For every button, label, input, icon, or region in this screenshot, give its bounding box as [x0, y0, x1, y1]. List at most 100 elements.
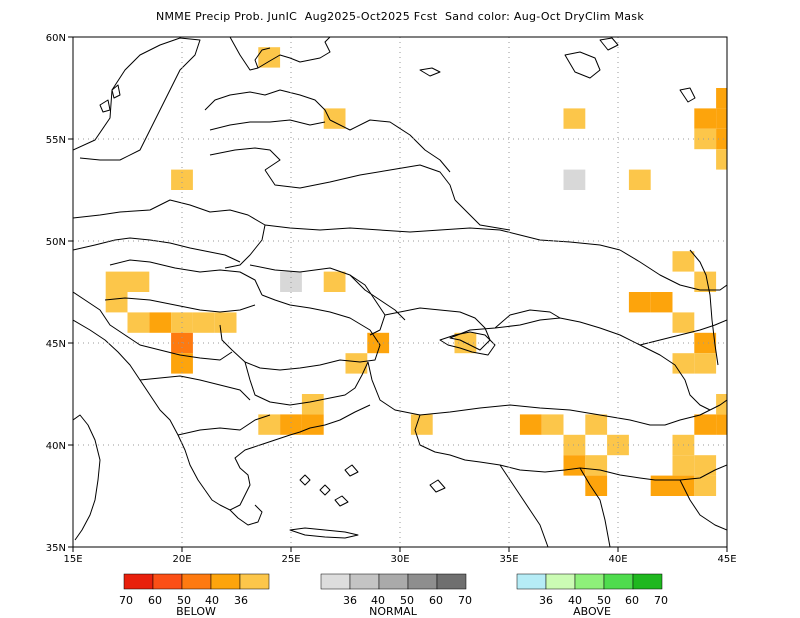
probability-cell	[694, 455, 717, 476]
legend-normal-tick: 36	[343, 594, 357, 607]
legend-above-tick: 70	[654, 594, 668, 607]
legend-below-tick: 60	[148, 594, 162, 607]
lon-label-15e: 15E	[63, 554, 82, 565]
legend-color-box	[436, 573, 467, 590]
legend-below-tick: 50	[177, 594, 191, 607]
lat-label-55n: 55N	[46, 135, 66, 146]
legend-normal-label: NORMAL	[369, 605, 418, 618]
legend-above-tick: 36	[539, 594, 553, 607]
probability-cell	[105, 292, 128, 313]
latitude-labels: 60N 55N 50N 45N 40N 35N	[46, 33, 66, 554]
probability-cell	[323, 271, 346, 292]
probability-cell	[280, 414, 302, 435]
legend-above: 36 40 50 60 70 ABOVE	[516, 573, 668, 618]
legend-color-box	[239, 573, 270, 590]
probability-cell	[672, 353, 695, 374]
graticule	[73, 37, 727, 547]
legend-normal-tick: 60	[429, 594, 443, 607]
legend-above-tick: 40	[568, 594, 582, 607]
probability-cells	[105, 47, 727, 496]
probability-cell	[258, 414, 281, 435]
probability-cell	[563, 169, 586, 190]
probability-cell	[280, 271, 302, 292]
probability-cell	[519, 414, 542, 435]
probability-cell	[585, 475, 608, 496]
legend-color-box	[574, 573, 605, 590]
probability-cell	[650, 292, 673, 313]
probability-cell	[171, 353, 193, 374]
probability-cell	[694, 475, 717, 496]
probability-cell	[585, 455, 608, 476]
probability-cell	[127, 312, 150, 333]
legend-color-box	[407, 573, 438, 590]
probability-cell	[410, 414, 433, 435]
longitude-labels: 15E 20E 25E 30E 35E 40E 45E	[63, 554, 736, 565]
probability-cell	[716, 88, 727, 109]
lon-label-45e: 45E	[717, 554, 736, 565]
probability-cell	[192, 312, 215, 333]
legend-below: 70 60 50 40 36 BELOW	[119, 573, 270, 618]
probability-cell	[563, 108, 586, 129]
legend-color-box	[320, 573, 351, 590]
probability-cell	[694, 128, 717, 150]
legend-normal-tick: 50	[400, 594, 414, 607]
probability-cell	[323, 108, 346, 129]
probability-cell	[345, 353, 368, 374]
legend-below-tick: 70	[119, 594, 133, 607]
probability-cell	[672, 455, 695, 476]
lon-label-25e: 25E	[281, 554, 300, 565]
legend-color-box	[632, 573, 663, 590]
legend-color-box	[152, 573, 183, 590]
legend-normal: 36 40 50 60 70 NORMAL	[320, 573, 472, 618]
probability-cell	[149, 312, 172, 333]
legend-below-label: BELOW	[176, 605, 216, 618]
probability-cell	[301, 414, 324, 435]
legend-color-box	[210, 573, 241, 590]
probability-cell	[672, 312, 695, 333]
legend-color-box	[516, 573, 547, 590]
probability-cell	[258, 47, 281, 68]
lat-label-60n: 60N	[46, 33, 66, 44]
legend-above-label: ABOVE	[573, 605, 611, 618]
lon-label-40e: 40E	[608, 554, 627, 565]
lon-label-20e: 20E	[172, 554, 191, 565]
probability-cell	[716, 149, 727, 170]
lon-label-35e: 35E	[499, 554, 518, 565]
probability-cell	[716, 128, 727, 150]
probability-cell	[563, 455, 586, 476]
chart-title: NMME Precip Prob. JunIC Aug2025-Oct2025 …	[155, 10, 644, 23]
probability-cell	[301, 394, 324, 415]
tick-marks	[68, 36, 728, 552]
probability-cell	[694, 414, 717, 435]
probability-cell	[541, 414, 564, 435]
probability-cell	[171, 169, 193, 190]
legend-color-box	[123, 573, 154, 590]
legend-color-box	[378, 573, 409, 590]
probability-cell	[650, 475, 673, 496]
probability-cell	[694, 108, 717, 129]
probability-cell	[628, 292, 651, 313]
legend-above-tick: 50	[597, 594, 611, 607]
lat-label-50n: 50N	[46, 237, 66, 248]
lon-label-30e: 30E	[390, 554, 409, 565]
lat-label-45n: 45N	[46, 339, 66, 350]
legend-below-tick: 36	[234, 594, 248, 607]
probability-cell	[563, 434, 586, 456]
lat-label-35n: 35N	[46, 543, 66, 554]
probability-cell	[127, 271, 150, 292]
legend-color-box	[603, 573, 634, 590]
probability-cell	[716, 414, 727, 435]
coastlines-borders	[73, 37, 727, 547]
legend-normal-tick: 70	[458, 594, 472, 607]
probability-cell	[672, 251, 695, 272]
lat-label-40n: 40N	[46, 441, 66, 452]
probability-cell	[585, 414, 608, 435]
probability-cell	[694, 271, 717, 292]
probability-cell	[694, 353, 717, 374]
probability-cell	[214, 312, 237, 333]
probability-cell	[105, 271, 128, 292]
probability-cell	[694, 332, 717, 354]
legend-color-box	[181, 573, 212, 590]
probability-cell	[628, 169, 651, 190]
